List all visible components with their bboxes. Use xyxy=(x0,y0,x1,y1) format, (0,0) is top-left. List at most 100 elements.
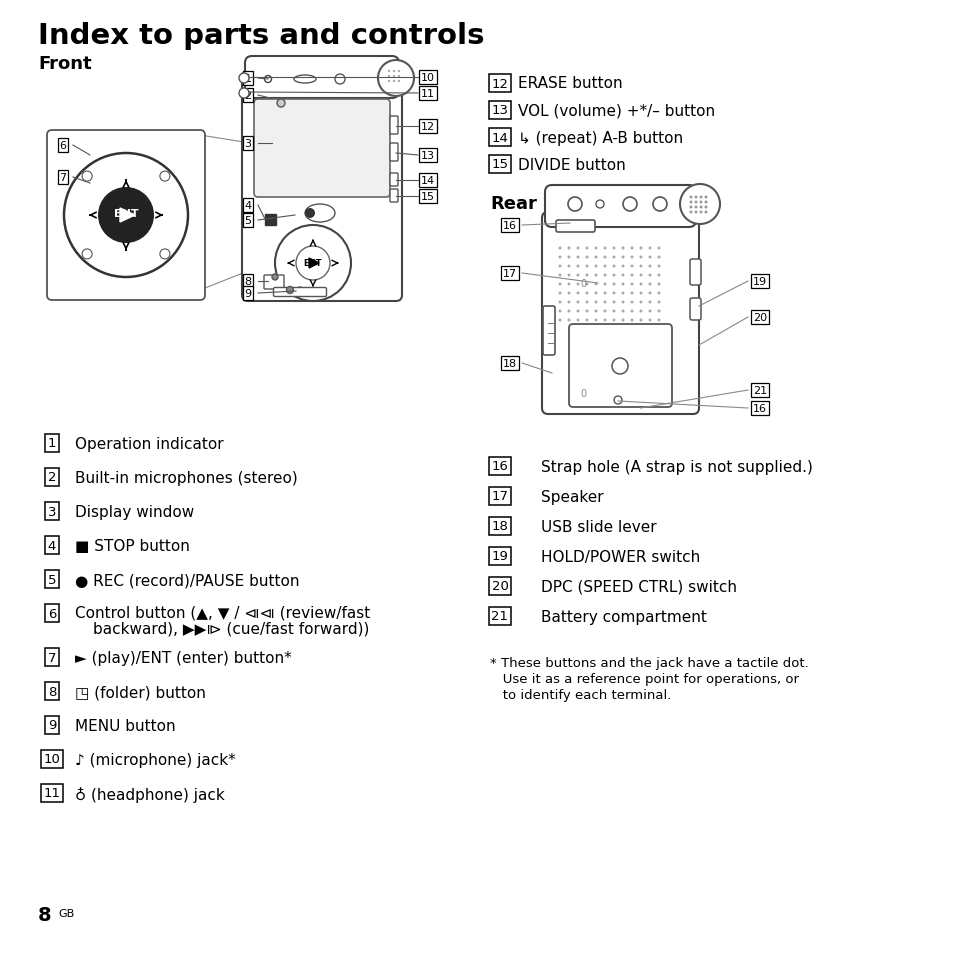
Circle shape xyxy=(630,310,633,314)
Text: 7: 7 xyxy=(59,172,67,183)
Text: GB: GB xyxy=(58,908,74,918)
Circle shape xyxy=(699,212,701,214)
Circle shape xyxy=(703,201,707,204)
Circle shape xyxy=(657,301,659,304)
Circle shape xyxy=(239,89,249,99)
Circle shape xyxy=(567,247,570,251)
Circle shape xyxy=(620,283,624,286)
Text: Index to parts and controls: Index to parts and controls xyxy=(38,22,484,50)
Ellipse shape xyxy=(305,205,335,223)
Circle shape xyxy=(612,301,615,304)
Text: 16: 16 xyxy=(752,403,766,414)
FancyBboxPatch shape xyxy=(542,307,555,355)
Text: 12: 12 xyxy=(491,77,508,91)
Text: 1: 1 xyxy=(244,74,252,84)
Circle shape xyxy=(652,198,666,212)
Circle shape xyxy=(594,247,597,251)
Text: Battery compartment: Battery compartment xyxy=(540,609,706,624)
Circle shape xyxy=(82,250,92,259)
Circle shape xyxy=(558,247,561,251)
FancyBboxPatch shape xyxy=(390,190,397,203)
Circle shape xyxy=(576,256,578,259)
Text: 14: 14 xyxy=(491,132,508,144)
Text: 21: 21 xyxy=(491,610,508,623)
Circle shape xyxy=(699,196,701,199)
Circle shape xyxy=(160,172,170,182)
Text: ♁ (headphone) jack: ♁ (headphone) jack xyxy=(75,786,225,802)
Circle shape xyxy=(594,283,597,286)
Circle shape xyxy=(603,319,606,322)
Circle shape xyxy=(639,274,641,277)
Circle shape xyxy=(397,81,399,83)
Circle shape xyxy=(639,301,641,304)
Circle shape xyxy=(639,319,641,322)
Text: 3: 3 xyxy=(48,505,56,518)
Text: 7: 7 xyxy=(48,651,56,664)
Circle shape xyxy=(648,265,651,268)
FancyBboxPatch shape xyxy=(390,173,397,187)
Text: 9: 9 xyxy=(48,719,56,732)
FancyBboxPatch shape xyxy=(253,100,390,198)
Text: ► (play)/ENT (enter) button*: ► (play)/ENT (enter) button* xyxy=(75,650,292,665)
Circle shape xyxy=(576,265,578,268)
Circle shape xyxy=(585,283,588,286)
FancyBboxPatch shape xyxy=(568,325,671,408)
Circle shape xyxy=(567,256,570,259)
Circle shape xyxy=(558,274,561,277)
Circle shape xyxy=(64,153,188,277)
Circle shape xyxy=(612,247,615,251)
Text: ERASE button: ERASE button xyxy=(517,76,622,91)
Circle shape xyxy=(639,293,641,295)
Circle shape xyxy=(703,212,707,214)
Text: 20: 20 xyxy=(491,579,508,593)
Bar xyxy=(265,214,275,226)
Text: USB slide lever: USB slide lever xyxy=(540,519,656,535)
Circle shape xyxy=(272,274,277,281)
Text: ◳ (folder) button: ◳ (folder) button xyxy=(75,684,206,700)
Circle shape xyxy=(620,256,624,259)
Circle shape xyxy=(648,247,651,251)
Circle shape xyxy=(397,75,399,78)
Circle shape xyxy=(558,256,561,259)
Circle shape xyxy=(82,172,92,182)
Circle shape xyxy=(387,81,390,83)
Circle shape xyxy=(648,274,651,277)
Text: Speaker: Speaker xyxy=(540,490,603,504)
Circle shape xyxy=(558,293,561,295)
Circle shape xyxy=(657,319,659,322)
Circle shape xyxy=(274,226,351,302)
Text: 3: 3 xyxy=(244,139,252,149)
Text: Built-in microphones (stereo): Built-in microphones (stereo) xyxy=(75,471,297,485)
Text: 8: 8 xyxy=(244,276,252,287)
Circle shape xyxy=(612,358,627,375)
Circle shape xyxy=(377,61,414,97)
Circle shape xyxy=(657,274,659,277)
Text: 13: 13 xyxy=(491,105,508,117)
Text: Display window: Display window xyxy=(75,504,194,519)
Circle shape xyxy=(594,319,597,322)
Text: 10: 10 xyxy=(420,73,435,83)
FancyBboxPatch shape xyxy=(689,298,700,320)
Circle shape xyxy=(594,256,597,259)
Circle shape xyxy=(620,265,624,268)
Circle shape xyxy=(160,250,170,259)
Text: 11: 11 xyxy=(44,786,60,800)
Circle shape xyxy=(699,201,701,204)
Circle shape xyxy=(335,75,345,85)
Circle shape xyxy=(594,310,597,314)
Circle shape xyxy=(694,196,697,199)
Ellipse shape xyxy=(294,76,315,84)
Circle shape xyxy=(603,283,606,286)
Text: 0: 0 xyxy=(579,389,585,398)
Text: 1: 1 xyxy=(48,437,56,450)
Text: 8: 8 xyxy=(38,905,51,924)
Circle shape xyxy=(657,256,659,259)
Circle shape xyxy=(576,247,578,251)
Circle shape xyxy=(612,319,615,322)
FancyBboxPatch shape xyxy=(556,221,595,233)
Circle shape xyxy=(567,274,570,277)
Text: Use it as a reference point for operations, or: Use it as a reference point for operatio… xyxy=(490,672,799,685)
Text: 10: 10 xyxy=(44,753,60,765)
Circle shape xyxy=(585,319,588,322)
Circle shape xyxy=(620,301,624,304)
